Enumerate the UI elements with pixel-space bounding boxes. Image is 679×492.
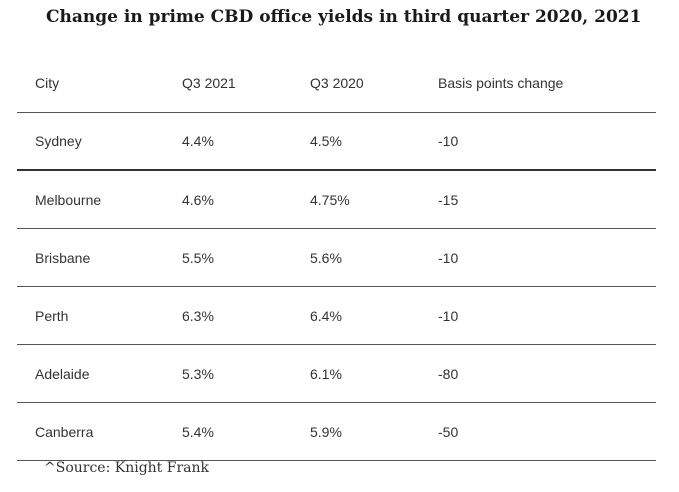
- header-city: City: [35, 74, 60, 91]
- yields-table: City Q3 2021 Q3 2020 Basis points change…: [17, 53, 656, 461]
- source-note: ^Source: Knight Frank: [44, 460, 210, 476]
- q3-2021-cell: 5.3%: [182, 365, 214, 382]
- q3-2020-cell: 5.9%: [310, 423, 342, 440]
- table-row: Brisbane 5.5% 5.6% -10: [17, 229, 656, 287]
- basis-points-cell: -50: [438, 423, 459, 440]
- table-row: Adelaide 5.3% 6.1% -80: [17, 345, 656, 403]
- city-cell: Brisbane: [35, 249, 91, 266]
- table-row: Sydney 4.4% 4.5% -10: [17, 113, 656, 171]
- header-q3-2020: Q3 2020: [310, 74, 364, 91]
- table-header-row: City Q3 2021 Q3 2020 Basis points change: [17, 53, 656, 113]
- basis-points-cell: -15: [438, 191, 459, 208]
- basis-points-cell: -10: [438, 307, 459, 324]
- q3-2021-cell: 6.3%: [182, 307, 214, 324]
- q3-2020-cell: 5.6%: [310, 249, 342, 266]
- basis-points-cell: -10: [438, 249, 459, 266]
- q3-2020-cell: 4.75%: [310, 191, 350, 208]
- city-cell: Adelaide: [35, 365, 90, 382]
- basis-points-cell: -10: [438, 133, 459, 149]
- city-cell: Melbourne: [35, 191, 102, 208]
- table-row: Perth 6.3% 6.4% -10: [17, 287, 656, 345]
- city-cell: Perth: [35, 307, 69, 324]
- q3-2021-cell: 4.6%: [182, 191, 214, 208]
- basis-points-cell: -80: [438, 365, 459, 382]
- header-q3-2021: Q3 2021: [182, 74, 236, 91]
- table-row: Canberra 5.4% 5.9% -50: [17, 403, 656, 461]
- q3-2021-cell: 4.4%: [182, 133, 214, 149]
- q3-2020-cell: 6.1%: [310, 365, 342, 382]
- q3-2021-cell: 5.4%: [182, 423, 214, 440]
- table-title: Change in prime CBD office yields in thi…: [46, 7, 642, 27]
- header-basis-points-change: Basis points change: [438, 74, 564, 91]
- city-cell: Sydney: [35, 133, 82, 149]
- city-cell: Canberra: [35, 423, 94, 440]
- q3-2020-cell: 6.4%: [310, 307, 342, 324]
- q3-2021-cell: 5.5%: [182, 249, 214, 266]
- table-row: Melbourne 4.6% 4.75% -15: [17, 171, 656, 229]
- q3-2020-cell: 4.5%: [310, 133, 342, 149]
